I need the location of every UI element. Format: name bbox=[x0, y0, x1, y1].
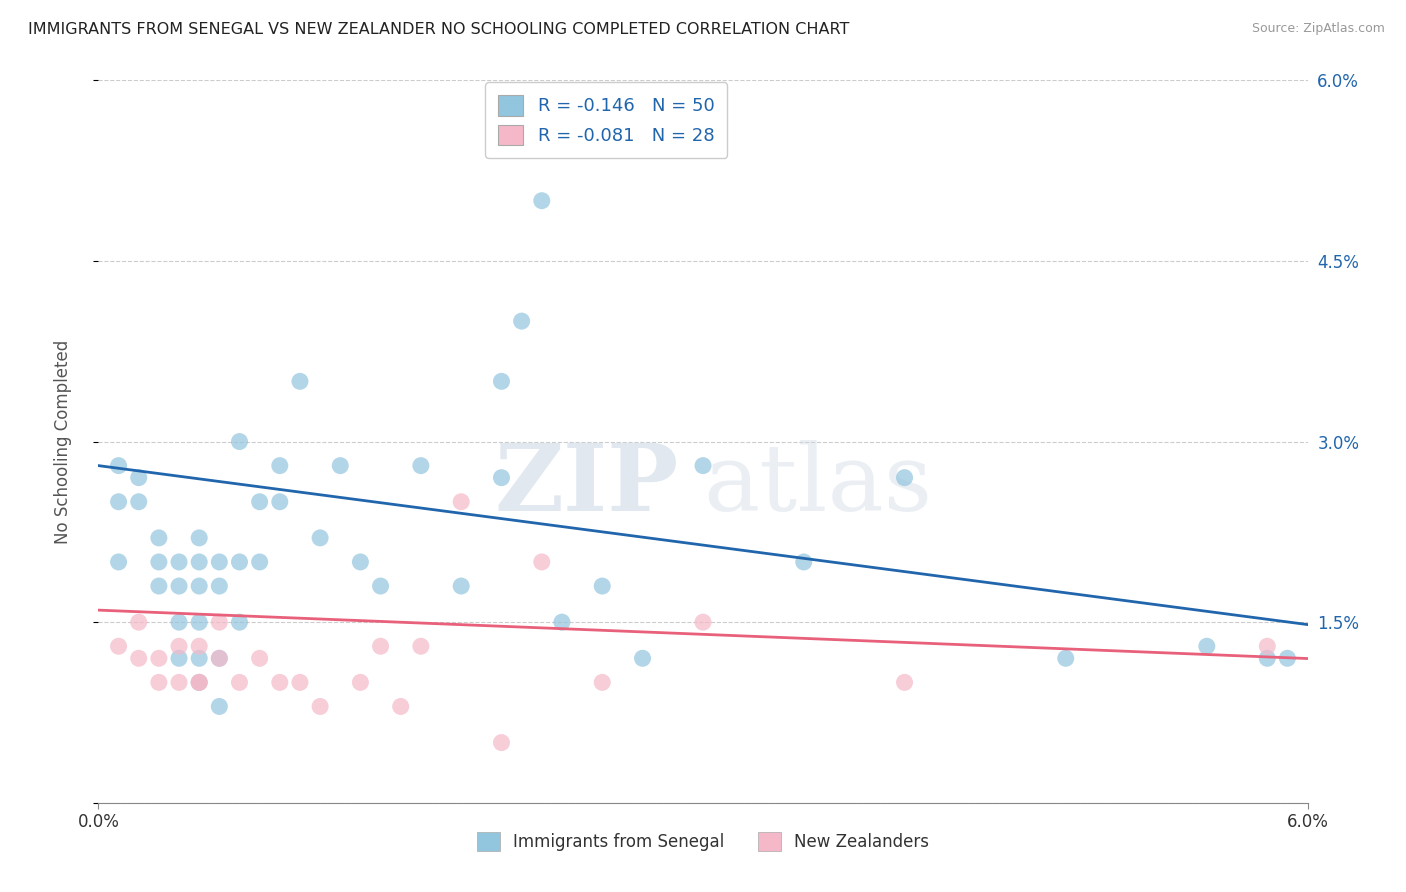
Point bbox=[167, 579, 190, 593]
Point bbox=[309, 699, 332, 714]
Point bbox=[208, 651, 231, 665]
Point bbox=[1277, 651, 1299, 665]
Point bbox=[188, 675, 211, 690]
Point bbox=[349, 555, 371, 569]
Point bbox=[1195, 639, 1218, 653]
Point bbox=[269, 494, 291, 508]
Point bbox=[591, 579, 613, 593]
Point bbox=[208, 579, 231, 593]
Point bbox=[1256, 651, 1278, 665]
Point bbox=[491, 374, 513, 388]
Point bbox=[409, 639, 432, 653]
Point bbox=[370, 579, 392, 593]
Point bbox=[228, 615, 250, 630]
Point bbox=[288, 374, 311, 388]
Point bbox=[148, 675, 170, 690]
Point bbox=[370, 639, 392, 653]
Point bbox=[409, 458, 432, 473]
Point bbox=[208, 615, 231, 630]
Point bbox=[631, 651, 654, 665]
Point bbox=[893, 675, 915, 690]
Point bbox=[249, 651, 271, 665]
Point bbox=[530, 194, 553, 208]
Text: IMMIGRANTS FROM SENEGAL VS NEW ZEALANDER NO SCHOOLING COMPLETED CORRELATION CHAR: IMMIGRANTS FROM SENEGAL VS NEW ZEALANDER… bbox=[28, 22, 849, 37]
Point bbox=[188, 579, 211, 593]
Text: atlas: atlas bbox=[703, 440, 932, 530]
Point bbox=[148, 651, 170, 665]
Point bbox=[208, 699, 231, 714]
Point bbox=[188, 615, 211, 630]
Point bbox=[128, 651, 150, 665]
Point bbox=[793, 555, 815, 569]
Point bbox=[228, 675, 250, 690]
Point bbox=[167, 555, 190, 569]
Text: ZIP: ZIP bbox=[495, 440, 679, 530]
Point bbox=[188, 675, 211, 690]
Point bbox=[148, 579, 170, 593]
Point bbox=[692, 615, 714, 630]
Point bbox=[450, 579, 472, 593]
Point bbox=[551, 615, 574, 630]
Point bbox=[893, 470, 915, 484]
Point bbox=[107, 555, 129, 569]
Point bbox=[208, 651, 231, 665]
Point bbox=[188, 639, 211, 653]
Point bbox=[188, 651, 211, 665]
Y-axis label: No Schooling Completed: No Schooling Completed bbox=[53, 340, 72, 543]
Point bbox=[188, 555, 211, 569]
Point bbox=[107, 494, 129, 508]
Point bbox=[167, 639, 190, 653]
Point bbox=[530, 555, 553, 569]
Point bbox=[107, 458, 129, 473]
Point bbox=[510, 314, 533, 328]
Point bbox=[107, 639, 129, 653]
Point bbox=[148, 555, 170, 569]
Point bbox=[269, 675, 291, 690]
Point bbox=[249, 494, 271, 508]
Point bbox=[128, 470, 150, 484]
Point bbox=[692, 458, 714, 473]
Point bbox=[491, 735, 513, 749]
Legend: Immigrants from Senegal, New Zealanders: Immigrants from Senegal, New Zealanders bbox=[468, 823, 938, 860]
Point bbox=[167, 615, 190, 630]
Point bbox=[167, 651, 190, 665]
Point bbox=[269, 458, 291, 473]
Point bbox=[128, 494, 150, 508]
Point bbox=[491, 470, 513, 484]
Point bbox=[188, 675, 211, 690]
Point bbox=[208, 555, 231, 569]
Point bbox=[1256, 639, 1278, 653]
Point bbox=[309, 531, 332, 545]
Point bbox=[450, 494, 472, 508]
Text: Source: ZipAtlas.com: Source: ZipAtlas.com bbox=[1251, 22, 1385, 36]
Point bbox=[349, 675, 371, 690]
Point bbox=[167, 675, 190, 690]
Point bbox=[1054, 651, 1077, 665]
Point bbox=[128, 615, 150, 630]
Point bbox=[288, 675, 311, 690]
Point bbox=[188, 531, 211, 545]
Point bbox=[591, 675, 613, 690]
Point bbox=[228, 434, 250, 449]
Point bbox=[389, 699, 412, 714]
Point bbox=[329, 458, 352, 473]
Point bbox=[249, 555, 271, 569]
Point bbox=[228, 555, 250, 569]
Point bbox=[148, 531, 170, 545]
